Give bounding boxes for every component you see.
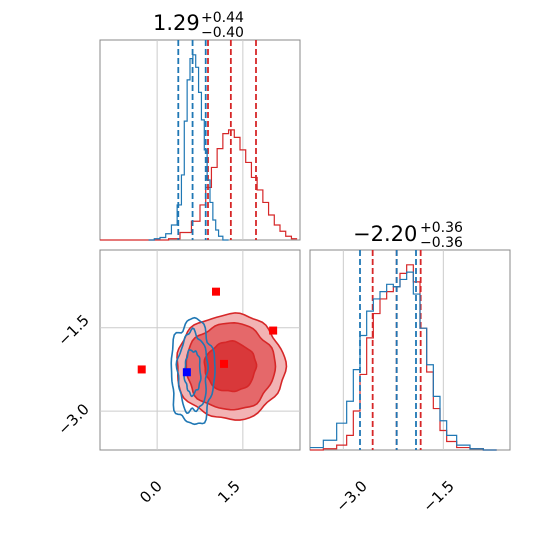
panel-1-hist-blue-series xyxy=(148,54,229,241)
panel-1-title: 1.29 xyxy=(153,11,200,35)
joint-panel-frame xyxy=(99,249,301,451)
marginal-panel-1: 1.29 +0.44 −0.40 xyxy=(99,10,301,241)
panel-1-hist-red-series xyxy=(100,129,298,241)
blue-contour-middle xyxy=(175,327,209,415)
joint-x-tick-1: 1.5 xyxy=(214,477,244,507)
joint-y-tick-1: −3.0 xyxy=(54,400,92,438)
panel-2-frame xyxy=(309,249,511,451)
panel-1-title-plus: +0.44 xyxy=(201,10,244,26)
joint-y-tick-0: −1.5 xyxy=(54,311,92,349)
blue-contour-outer xyxy=(170,316,216,426)
marker-red-0 xyxy=(212,287,220,296)
joint-panel: 0.0 1.5 −1.5 −3.0 xyxy=(54,249,301,507)
marker-red-3 xyxy=(137,365,146,374)
red-contour-inner xyxy=(203,339,258,393)
marginal-panel-2: −2.20 +0.36 −0.36 −3.0 −1.5 xyxy=(309,220,511,516)
marker-blue-4 xyxy=(182,368,191,377)
panel-2-title-plus: +0.36 xyxy=(420,220,463,236)
marker-red-2 xyxy=(220,359,228,368)
panel-1-frame xyxy=(99,39,301,241)
panel-2-x-tick-0: −3.0 xyxy=(332,477,370,515)
panel-2-hist-blue-series xyxy=(310,271,497,451)
joint-x-tick-0: 0.0 xyxy=(136,477,166,507)
panel-1-title-minus: −0.40 xyxy=(201,25,244,41)
panel-2-hist-red-series xyxy=(310,264,497,451)
panel-2-x-tick-1: −1.5 xyxy=(419,477,457,515)
panel-2-title-minus: −0.36 xyxy=(420,235,463,251)
marker-red-1 xyxy=(269,326,278,335)
panel-2-title: −2.20 xyxy=(353,222,417,246)
